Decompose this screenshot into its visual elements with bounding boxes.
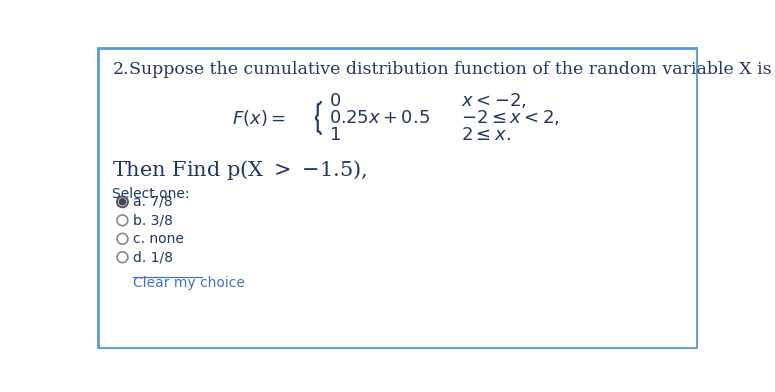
Text: d. 1/8: d. 1/8 <box>133 250 174 264</box>
Text: $2 \leq  x.$: $2 \leq x.$ <box>461 126 511 144</box>
Text: c. none: c. none <box>133 232 184 246</box>
Text: $x < -2,$: $x < -2,$ <box>461 91 527 111</box>
Text: b. 3/8: b. 3/8 <box>133 213 173 227</box>
Text: Select one:: Select one: <box>112 187 190 201</box>
Circle shape <box>119 199 126 205</box>
Text: 2.: 2. <box>112 61 129 78</box>
Text: Suppose the cumulative distribution function of the random variable X is: Suppose the cumulative distribution func… <box>129 61 772 78</box>
Text: $0$: $0$ <box>329 92 342 110</box>
Text: a. 7/8: a. 7/8 <box>133 195 173 209</box>
Text: $1$: $1$ <box>329 126 341 144</box>
Text: Clear my choice: Clear my choice <box>133 276 245 290</box>
Text: $F(x) =$: $F(x) =$ <box>232 108 286 128</box>
FancyBboxPatch shape <box>98 48 697 348</box>
Text: Then Find p(X $>$ $-$1.5),: Then Find p(X $>$ $-$1.5), <box>112 158 367 182</box>
Text: $-2 \leq  x < 2,$: $-2 \leq x < 2,$ <box>461 108 560 127</box>
Text: $0.25x + 0.5$: $0.25x + 0.5$ <box>329 109 430 127</box>
